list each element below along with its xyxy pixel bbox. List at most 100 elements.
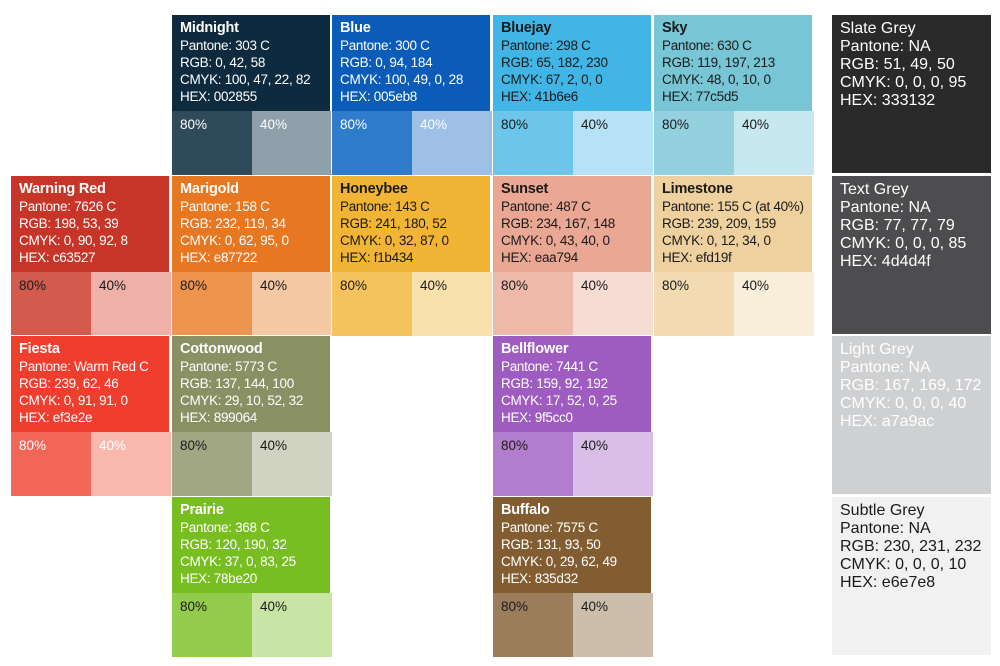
grey-swatch-light-grey: Light Grey Pantone: NA RGB: 167, 169, 17… <box>831 335 992 495</box>
tint-80: 80% <box>172 111 252 175</box>
swatch-rgb: RGB: 232, 119, 34 <box>180 216 286 231</box>
swatch-blue: Blue Pantone: 300 C RGB: 0, 94, 184 CMYK… <box>331 14 492 175</box>
swatch-name: Bluejay <box>501 20 552 36</box>
swatch-bluejay: Bluejay Pantone: 298 C RGB: 65, 182, 230… <box>492 14 653 175</box>
swatch-main: Sunset Pantone: 487 C RGB: 234, 167, 148… <box>493 176 651 272</box>
swatch-main: Marigold Pantone: 158 C RGB: 232, 119, 3… <box>172 176 330 272</box>
swatch-hex: HEX: f1b434 <box>340 250 414 265</box>
swatch-name: Sunset <box>501 181 549 197</box>
swatch-hex: HEX: efd19f <box>662 250 732 265</box>
tint-40: 40% <box>573 593 653 657</box>
swatch-cmyk: CMYK: 0, 43, 40, 0 <box>501 233 610 248</box>
swatch-rgb: RGB: 0, 94, 184 <box>340 55 433 70</box>
swatch-cmyk: CMYK: 0, 90, 92, 8 <box>19 233 128 248</box>
tint-40: 40% <box>734 272 814 336</box>
swatch-pantone: Pantone: 298 C <box>501 38 591 53</box>
swatch-name: Sky <box>662 20 688 36</box>
tint-40: 40% <box>91 432 171 496</box>
swatch-main: Fiesta Pantone: Warm Red C RGB: 239, 62,… <box>11 336 169 432</box>
tint-80: 80% <box>172 272 252 336</box>
swatch-cmyk: CMYK: 48, 0, 10, 0 <box>662 72 771 87</box>
swatch-hex: HEX: 899064 <box>180 410 258 425</box>
swatch-main: Prairie Pantone: 368 C RGB: 120, 190, 32… <box>172 497 330 593</box>
swatch-warning-red: Warning Red Pantone: 7626 C RGB: 198, 53… <box>10 175 171 336</box>
swatch-pantone: Pantone: 487 C <box>501 199 591 214</box>
swatch-fiesta: Fiesta Pantone: Warm Red C RGB: 239, 62,… <box>10 335 171 496</box>
grey-hex: HEX: e6e7e8 <box>840 574 936 591</box>
swatch-hex: HEX: e87722 <box>180 250 258 265</box>
swatch-hex: HEX: 77c5d5 <box>662 89 739 104</box>
tint-80: 80% <box>493 272 573 336</box>
swatch-rgb: RGB: 159, 92, 192 <box>501 376 608 391</box>
swatch-main: Bellflower Pantone: 7441 C RGB: 159, 92,… <box>493 336 651 432</box>
swatch-rgb: RGB: 0, 42, 58 <box>180 55 266 70</box>
tint-80: 80% <box>11 432 91 496</box>
swatch-hex: HEX: 835d32 <box>501 571 579 586</box>
grey-rgb: RGB: 77, 77, 79 <box>840 217 955 234</box>
tint-40: 40% <box>252 111 332 175</box>
swatch-name: Cottonwood <box>180 341 263 357</box>
swatch-main: Bluejay Pantone: 298 C RGB: 65, 182, 230… <box>493 15 651 111</box>
swatch-cmyk: CMYK: 67, 2, 0, 0 <box>501 72 603 87</box>
swatch-rgb: RGB: 65, 182, 230 <box>501 55 608 70</box>
tint-80: 80% <box>172 432 252 496</box>
swatch-limestone: Limestone Pantone: 155 C (at 40%) RGB: 2… <box>653 175 814 336</box>
swatch-cmyk: CMYK: 100, 49, 0, 28 <box>340 72 464 87</box>
tint-40: 40% <box>252 272 332 336</box>
swatch-pantone: Pantone: 630 C <box>662 38 752 53</box>
swatch-main: Sky Pantone: 630 C RGB: 119, 197, 213 CM… <box>654 15 812 111</box>
tint-80: 80% <box>332 272 412 336</box>
swatch-name: Honeybee <box>340 181 408 197</box>
grey-pantone: Pantone: NA <box>840 38 931 55</box>
swatch-pantone: Pantone: 155 C (at 40%) <box>662 199 804 214</box>
swatch-main: Honeybee Pantone: 143 C RGB: 241, 180, 5… <box>332 176 490 272</box>
swatch-prairie: Prairie Pantone: 368 C RGB: 120, 190, 32… <box>171 496 332 657</box>
swatch-rgb: RGB: 234, 167, 148 <box>501 216 615 231</box>
tint-40: 40% <box>91 272 171 336</box>
swatch-sunset: Sunset Pantone: 487 C RGB: 234, 167, 148… <box>492 175 653 336</box>
swatch-pantone: Pantone: 158 C <box>180 199 270 214</box>
swatch-hex: HEX: 78be20 <box>180 571 258 586</box>
swatch-rgb: RGB: 239, 62, 46 <box>19 376 119 391</box>
swatch-rgb: RGB: 131, 93, 50 <box>501 537 601 552</box>
swatch-honeybee: Honeybee Pantone: 143 C RGB: 241, 180, 5… <box>331 175 492 336</box>
swatch-name: Prairie <box>180 502 224 518</box>
swatch-rgb: RGB: 239, 209, 159 <box>662 216 776 231</box>
tint-40: 40% <box>573 272 653 336</box>
swatch-cmyk: CMYK: 0, 62, 95, 0 <box>180 233 289 248</box>
grey-cmyk: CMYK: 0, 0, 0, 95 <box>840 74 967 91</box>
tint-80: 80% <box>493 593 573 657</box>
swatch-name: Buffalo <box>501 502 550 518</box>
grey-cmyk: CMYK: 0, 0, 0, 85 <box>840 235 967 252</box>
swatch-name: Bellflower <box>501 341 569 357</box>
swatch-hex: HEX: c63527 <box>19 250 96 265</box>
swatch-cmyk: CMYK: 37, 0, 83, 25 <box>180 554 296 569</box>
swatch-pantone: Pantone: 143 C <box>340 199 430 214</box>
grey-swatch-subtle-grey: Subtle Grey Pantone: NA RGB: 230, 231, 2… <box>831 496 992 656</box>
grey-pantone: Pantone: NA <box>840 520 931 537</box>
swatch-pantone: Pantone: Warm Red C <box>19 359 149 374</box>
swatch-cmyk: CMYK: 0, 12, 34, 0 <box>662 233 771 248</box>
grey-rgb: RGB: 51, 49, 50 <box>840 56 955 73</box>
grey-swatch-text-grey: Text Grey Pantone: NA RGB: 77, 77, 79 CM… <box>831 175 992 335</box>
swatch-pantone: Pantone: 368 C <box>180 520 270 535</box>
swatch-bellflower: Bellflower Pantone: 7441 C RGB: 159, 92,… <box>492 335 653 496</box>
tint-80: 80% <box>332 111 412 175</box>
swatch-cmyk: CMYK: 0, 32, 87, 0 <box>340 233 449 248</box>
swatch-hex: HEX: 005eb8 <box>340 89 418 104</box>
swatch-rgb: RGB: 119, 197, 213 <box>662 55 775 70</box>
swatch-hex: HEX: 41b6e6 <box>501 89 579 104</box>
grey-name: Light Grey <box>840 341 914 358</box>
swatch-main: Midnight Pantone: 303 C RGB: 0, 42, 58 C… <box>172 15 330 111</box>
swatch-main: Warning Red Pantone: 7626 C RGB: 198, 53… <box>11 176 169 272</box>
grey-rgb: RGB: 167, 169, 172 <box>840 377 982 394</box>
swatch-pantone: Pantone: 7441 C <box>501 359 598 374</box>
swatch-hex: HEX: 9f5cc0 <box>501 410 573 425</box>
swatch-buffalo: Buffalo Pantone: 7575 C RGB: 131, 93, 50… <box>492 496 653 657</box>
tint-40: 40% <box>412 111 492 175</box>
swatch-main: Cottonwood Pantone: 5773 C RGB: 137, 144… <box>172 336 330 432</box>
swatch-pantone: Pantone: 7626 C <box>19 199 116 214</box>
swatch-cmyk: CMYK: 17, 52, 0, 25 <box>501 393 617 408</box>
swatch-name: Fiesta <box>19 341 60 357</box>
swatch-cmyk: CMYK: 0, 29, 62, 49 <box>501 554 617 569</box>
